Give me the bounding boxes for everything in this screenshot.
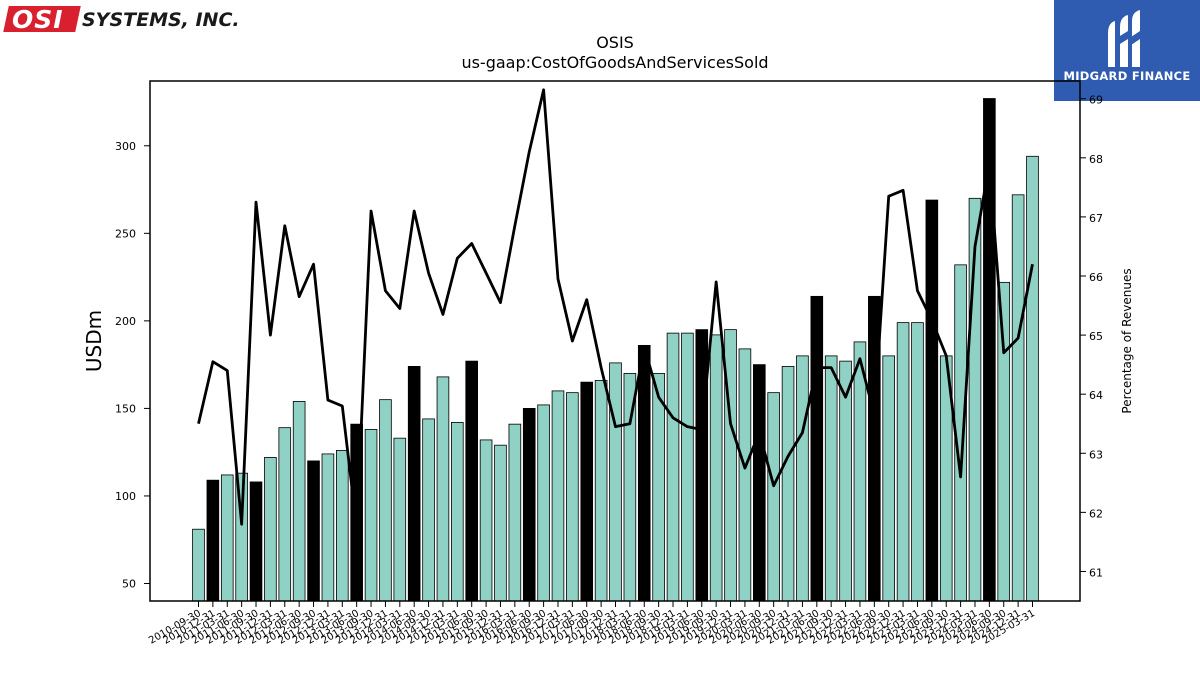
bar-2013-12-31 (379, 399, 392, 602)
bar-2013-03-31 (335, 450, 349, 602)
bar-2012-06-30 (292, 400, 306, 602)
bar-2022-03-31 (853, 341, 867, 602)
y2-tick-label: 62 (1089, 507, 1103, 520)
bar-2024-12-31 (1011, 194, 1025, 602)
bar-2022-12-31 (896, 322, 910, 602)
bar-2018-09-30 (652, 372, 665, 602)
osi-logo-text: SYSTEMS, INC. (82, 9, 240, 31)
y-axis-label: USDm (82, 310, 106, 372)
bar-2014-03-31 (393, 437, 407, 602)
bar-2022-09-30 (882, 355, 895, 602)
bar-2021-06-30 (810, 295, 824, 602)
bar-2011-12-31 (264, 457, 277, 602)
bar-2016-03-31 (508, 423, 522, 602)
osi-logo-badge-text: OSI (12, 5, 64, 34)
y2-tick-label: 67 (1089, 212, 1103, 225)
bar-2015-09-30 (479, 439, 493, 602)
y-axis-right: 61 62 63 64 65 66 67 68 69 (1080, 94, 1103, 579)
bar-2011-03-31 (220, 474, 234, 602)
bar-2012-09-30 (307, 460, 320, 602)
bar-2017-12-31 (609, 362, 622, 602)
midgard-logo-text: MIDGARD FINANCE (1063, 69, 1191, 83)
y-tick-label: 300 (115, 140, 136, 153)
y-tick-label: 250 (115, 227, 136, 240)
bar-2016-09-30 (537, 404, 550, 602)
midgard-mark-icon (1108, 10, 1140, 67)
y2-tick-label: 69 (1089, 94, 1103, 107)
bar-2017-09-30 (594, 379, 608, 602)
bar-2017-06-30 (580, 381, 594, 602)
chart-title: OSIS (596, 33, 634, 52)
bar-2020-03-31 (738, 348, 752, 602)
y-tick-label: 200 (115, 315, 136, 328)
y2-tick-label: 61 (1089, 566, 1103, 579)
bar-2021-09-30 (824, 355, 838, 602)
y2-tick-label: 68 (1089, 153, 1103, 166)
bar-2012-12-31 (321, 453, 335, 602)
bar-2015-06-30 (465, 360, 478, 602)
y2-axis-label: Percentage of Revenues (1120, 268, 1134, 413)
bar-2014-06-30 (407, 365, 421, 602)
bar-2019-09-30 (709, 334, 723, 602)
bar-2018-12-31 (666, 332, 680, 602)
bar-2023-06-30 (925, 199, 939, 602)
osi-systems-logo: OSI SYSTEMS, INC. (3, 4, 246, 34)
bar-2011-09-30 (249, 481, 263, 602)
bar-2017-03-31 (566, 392, 579, 602)
x-axis: 2010-09-302010-12-312011-03-312011-06-30… (147, 601, 1037, 647)
y-axis-left: 50 100 150 200 250 300 (115, 140, 150, 590)
bar-2025-03-31 (1026, 155, 1039, 602)
bar-2018-06-30 (637, 344, 651, 602)
bar-2019-03-31 (681, 332, 694, 602)
bar-2016-06-30 (522, 408, 536, 602)
midgard-finance-logo: MIDGARD FINANCE (1054, 0, 1200, 101)
bar-2015-12-31 (494, 444, 507, 602)
bar-2021-03-31 (796, 355, 809, 602)
bar-2024-09-30 (997, 281, 1011, 602)
y-tick-label: 50 (122, 577, 136, 590)
bar-2010-12-31 (206, 479, 220, 602)
y2-tick-label: 65 (1089, 330, 1103, 343)
bar-2019-06-30 (695, 329, 709, 602)
bar-2012-03-31 (278, 427, 292, 602)
percentage-line (197, 88, 1034, 529)
line-layer (197, 88, 1034, 529)
bar-2020-06-30 (753, 364, 766, 602)
y-tick-label: 100 (115, 490, 136, 503)
y2-tick-label: 64 (1089, 389, 1103, 402)
bar-2010-09-30 (192, 528, 205, 602)
bar-2014-12-31 (436, 376, 450, 602)
bar-2016-12-31 (551, 390, 565, 602)
y2-tick-label: 66 (1089, 271, 1103, 284)
bar-2023-03-31 (911, 322, 924, 602)
y2-tick-label: 63 (1089, 448, 1103, 461)
bar-2020-09-30 (767, 392, 780, 602)
bar-2015-03-31 (451, 422, 464, 602)
bar-2020-12-31 (781, 365, 795, 602)
chart-subtitle: us-gaap:CostOfGoodsAndServicesSold (461, 53, 768, 72)
y-tick-label: 150 (115, 402, 136, 415)
bar-2014-09-30 (422, 418, 435, 602)
bar-layer (192, 98, 1039, 602)
bar-2013-09-30 (364, 429, 378, 602)
